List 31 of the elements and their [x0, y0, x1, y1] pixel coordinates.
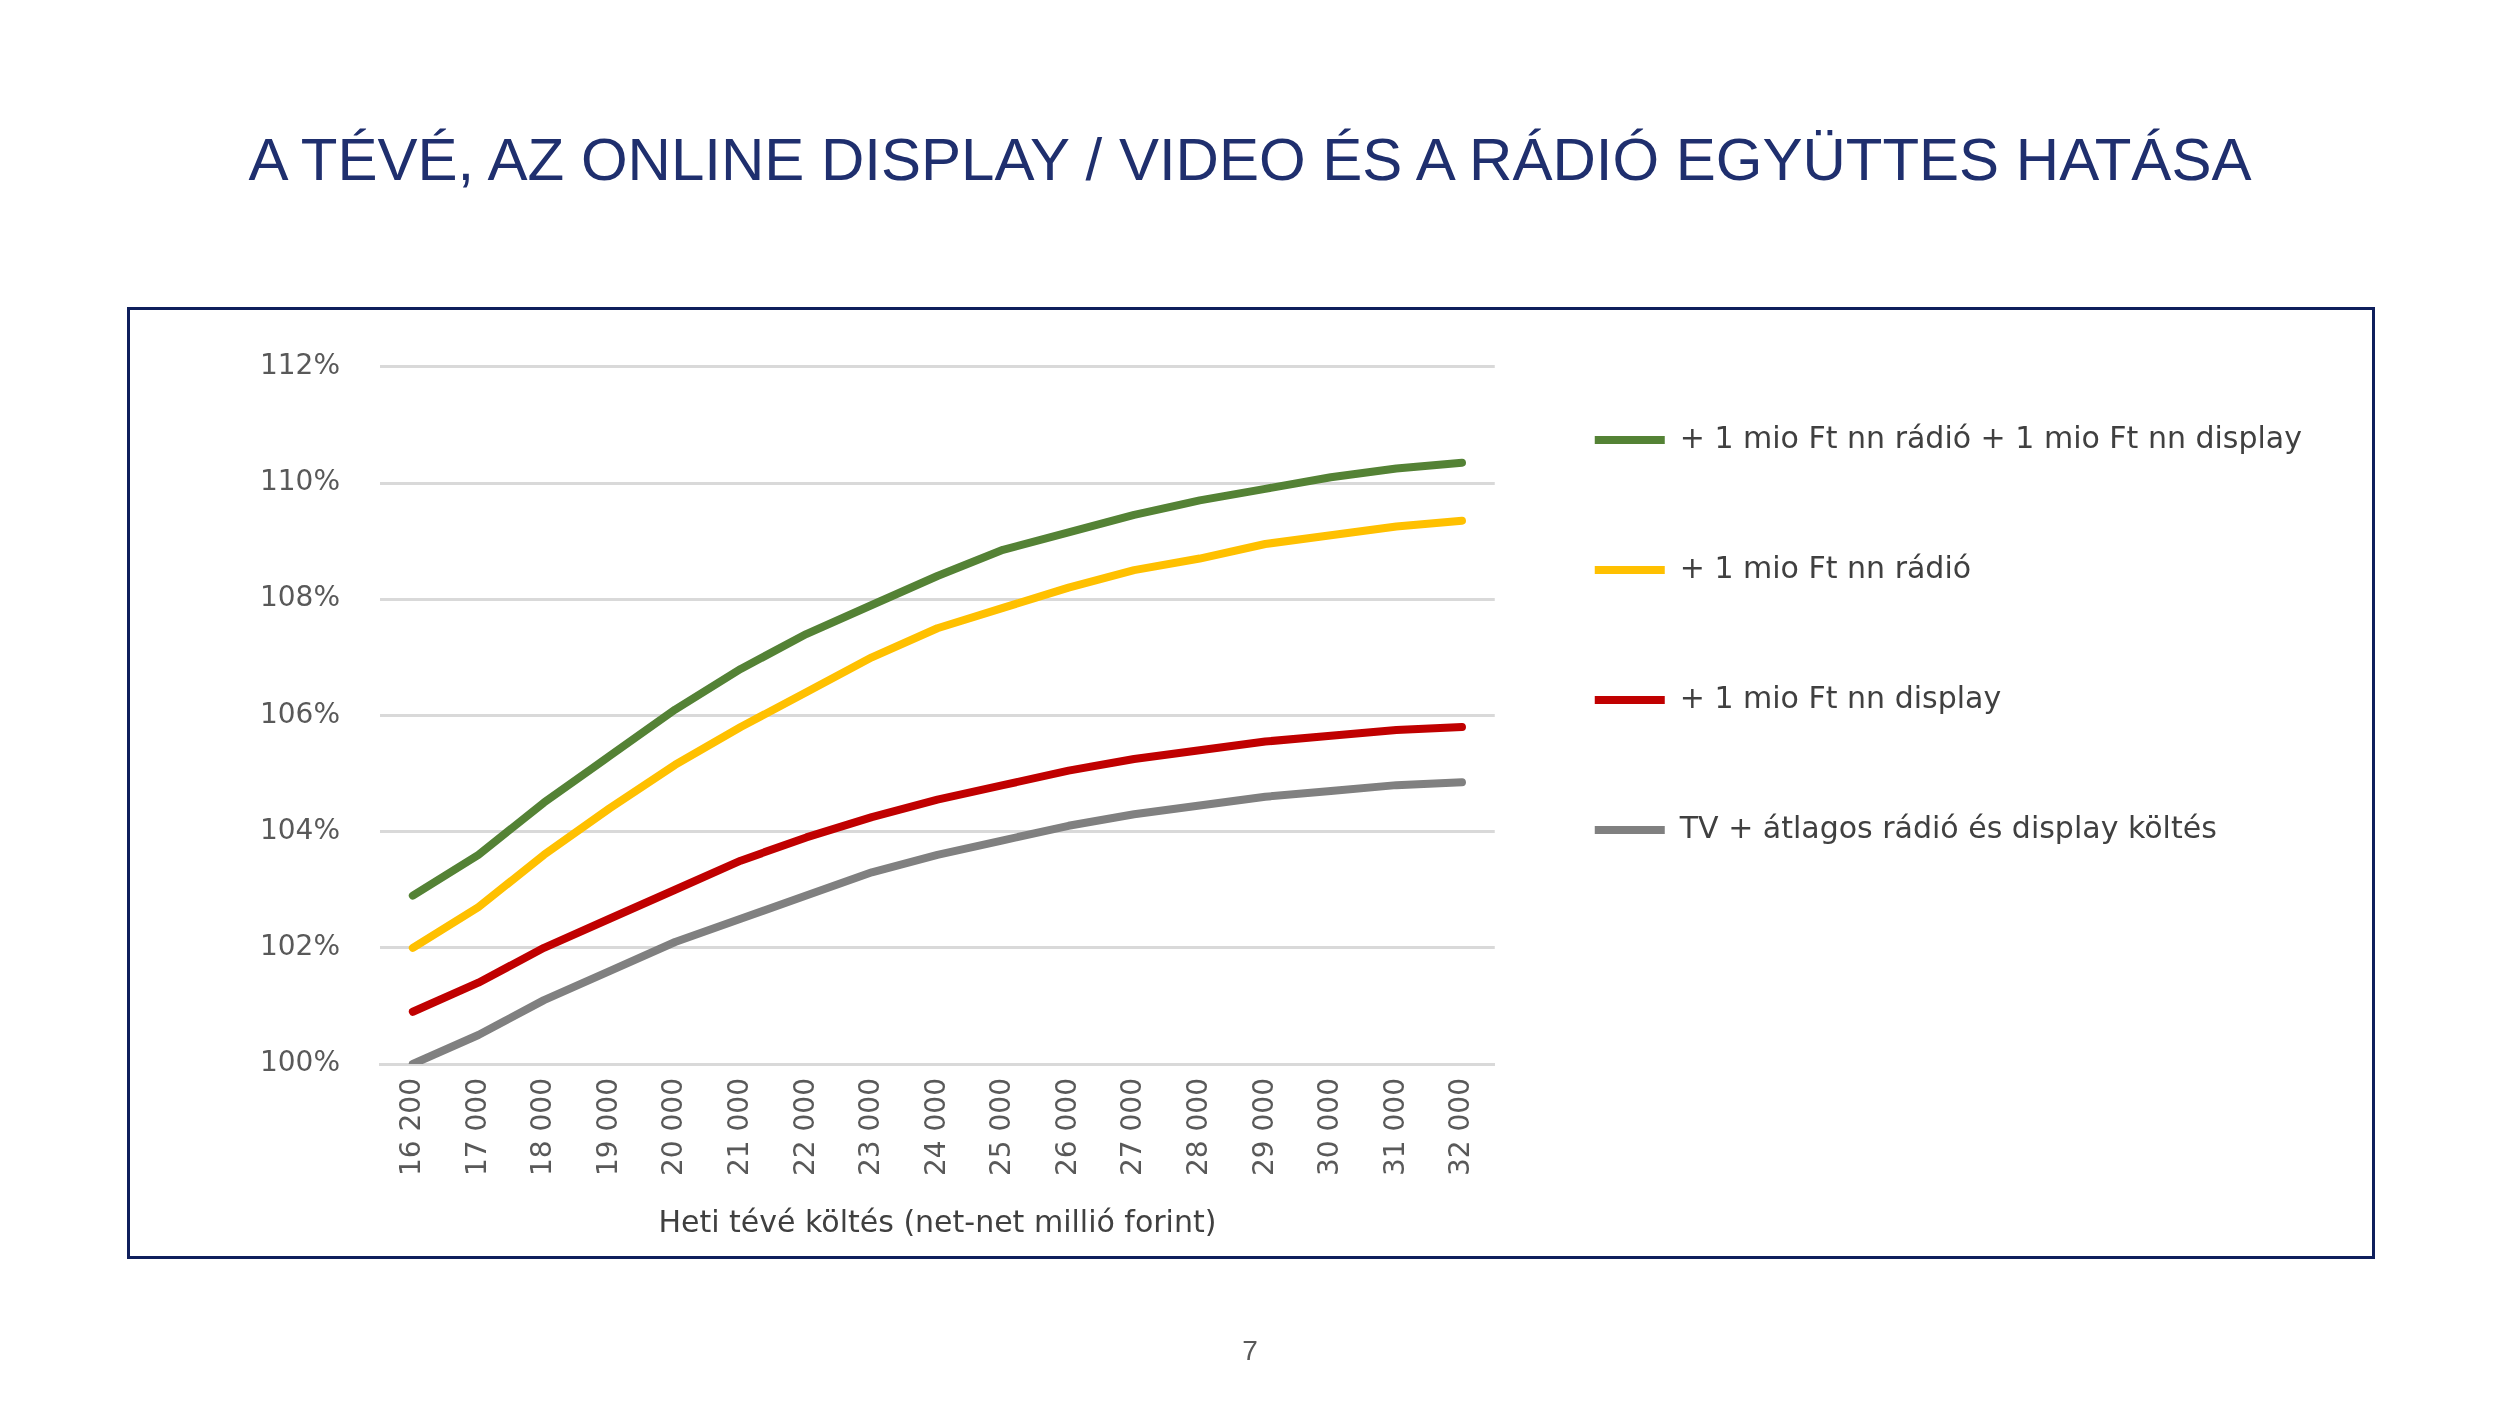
y-tick-label: 102% — [259, 929, 341, 963]
x-tick-label: 22 000 — [787, 1078, 821, 1177]
text: 7 — [1241, 1335, 1259, 1367]
x-tick-label: 25 000 — [984, 1078, 1018, 1177]
x-axis-title: Heti tévé költés (net-net millió forint) — [658, 1203, 1217, 1239]
x-tick-label: 29 000 — [1246, 1078, 1280, 1177]
legend-label: + 1 mio Ft nn rádió — [1679, 549, 1972, 585]
x-tick-label: 27 000 — [1115, 1078, 1149, 1177]
x-tick-label: 26 000 — [1049, 1078, 1083, 1177]
x-tick-label: 16 200 — [394, 1078, 428, 1177]
chart-title: A TÉVÉ, AZ ONLINE DISPLAY / VIDEO ÉS A RÁDIÓ EGYÜTTES HATÁSA — [247, 125, 2253, 194]
x-tick-label: 24 000 — [918, 1078, 952, 1177]
legend-label: TV + átlagos rádió és display költés — [1678, 809, 2217, 845]
x-tick-label: 19 000 — [590, 1078, 624, 1177]
x-tick-label: 28 000 — [1180, 1078, 1214, 1177]
x-tick-label: 23 000 — [853, 1078, 887, 1177]
y-tick-label: 104% — [259, 812, 341, 846]
legend-label: + 1 mio Ft nn display — [1679, 679, 2002, 715]
y-tick-label: 112% — [259, 348, 341, 382]
x-tick-label: 31 000 — [1377, 1078, 1411, 1177]
y-tick-label: 110% — [259, 464, 341, 498]
x-tick-label: 21 000 — [721, 1078, 755, 1177]
x-tick-label: 17 000 — [459, 1078, 493, 1177]
y-tick-label: 108% — [259, 580, 341, 614]
x-tick-label: 20 000 — [656, 1078, 690, 1177]
x-tick-label: 18 000 — [525, 1078, 559, 1177]
y-tick-label: 106% — [259, 696, 341, 730]
y-tick-label: 100% — [259, 1045, 341, 1079]
legend-label: + 1 mio Ft nn rádió + 1 mio Ft nn display — [1679, 419, 2303, 455]
x-tick-label: 30 000 — [1312, 1078, 1346, 1177]
x-tick-label: 32 000 — [1443, 1078, 1477, 1177]
